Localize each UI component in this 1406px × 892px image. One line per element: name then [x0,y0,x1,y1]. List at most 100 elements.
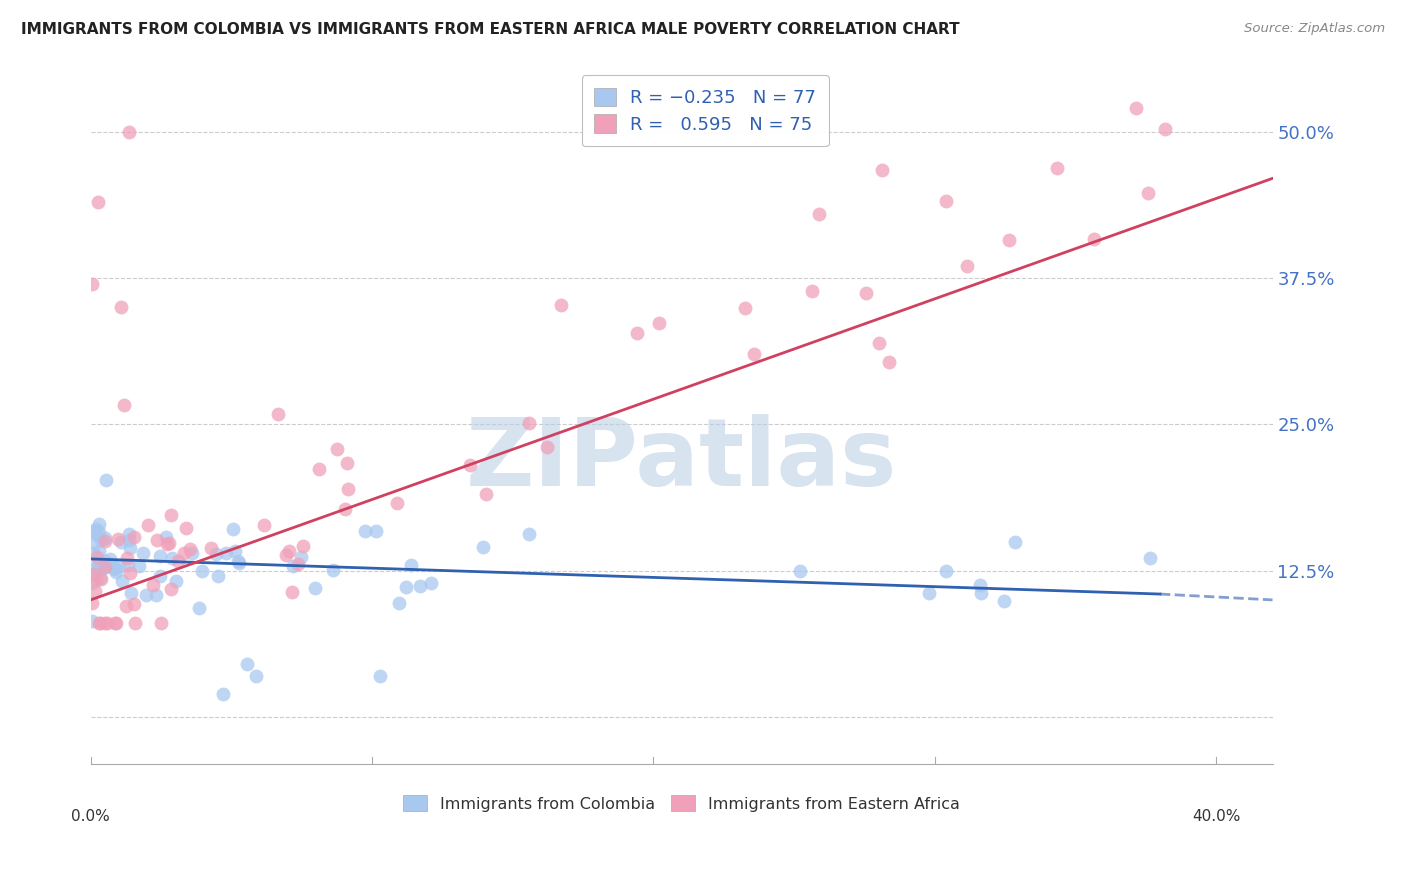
Point [142,578,165,592]
Point [108,559,131,574]
Point [136,518,159,533]
Point [117,558,139,572]
Point [236,657,259,672]
Point [118,124,141,138]
Point [1136,186,1159,200]
Point [253,517,276,532]
Point [118,526,141,541]
Point [388,596,411,610]
Point [336,482,359,496]
Point [181,545,204,559]
Point [82,562,104,576]
Text: 40.0%: 40.0% [1192,809,1240,823]
Point [176,521,198,535]
Point [308,462,330,476]
Point [131,546,153,560]
Point [245,669,267,683]
Point [107,532,129,546]
Point [742,347,765,361]
Point [89,616,111,631]
Point [419,575,441,590]
Point [122,597,145,611]
Point [200,541,222,555]
Point [96,616,118,631]
Point [536,440,558,454]
Point [222,522,245,536]
Point [998,233,1021,247]
Point [105,565,128,579]
Point [326,442,349,456]
Point [94,473,117,487]
Point [167,554,190,568]
Point [155,530,177,544]
Point [956,259,979,273]
Point [550,298,572,312]
Point [89,616,111,631]
Point [322,563,344,577]
Point [93,616,115,631]
Point [935,565,957,579]
Point [1153,122,1175,136]
Point [80,614,103,628]
Point [120,566,142,581]
Point [1139,551,1161,566]
Point [165,574,187,589]
Point [86,550,108,565]
Point [191,564,214,578]
Point [292,539,315,553]
Point [87,556,110,570]
Point [84,573,107,587]
Point [83,567,105,582]
Point [458,458,481,472]
Point [969,585,991,599]
Point [90,572,112,586]
Point [89,544,111,558]
Point [368,669,391,683]
Point [734,301,756,316]
Text: ZIPatlas: ZIPatlas [465,414,897,506]
Point [94,559,117,574]
Point [387,496,409,510]
Point [626,326,648,340]
Point [104,561,127,575]
Point [280,584,302,599]
Point [115,551,138,566]
Point [205,547,228,561]
Point [82,524,104,539]
Point [83,584,105,599]
Point [160,508,183,523]
Point [145,588,167,602]
Point [517,526,540,541]
Point [1045,161,1067,176]
Point [93,560,115,574]
Point [124,616,146,631]
Point [89,570,111,584]
Point [91,561,114,575]
Legend: Immigrants from Colombia, Immigrants from Eastern Africa: Immigrants from Colombia, Immigrants fro… [396,789,966,818]
Point [336,456,359,470]
Point [276,548,298,562]
Point [228,556,250,570]
Point [94,533,117,548]
Point [160,550,183,565]
Point [82,546,104,560]
Point [789,564,811,578]
Point [90,533,112,548]
Point [1125,101,1147,115]
Point [290,550,312,565]
Point [800,284,823,298]
Point [120,541,142,555]
Point [277,544,299,558]
Point [207,568,229,582]
Text: 0.0%: 0.0% [72,809,110,823]
Point [401,558,423,572]
Point [872,163,894,178]
Point [149,568,172,582]
Point [105,616,128,631]
Point [149,549,172,563]
Point [114,398,136,412]
Point [333,501,356,516]
Point [80,596,103,610]
Point [969,578,991,592]
Point [114,599,136,614]
